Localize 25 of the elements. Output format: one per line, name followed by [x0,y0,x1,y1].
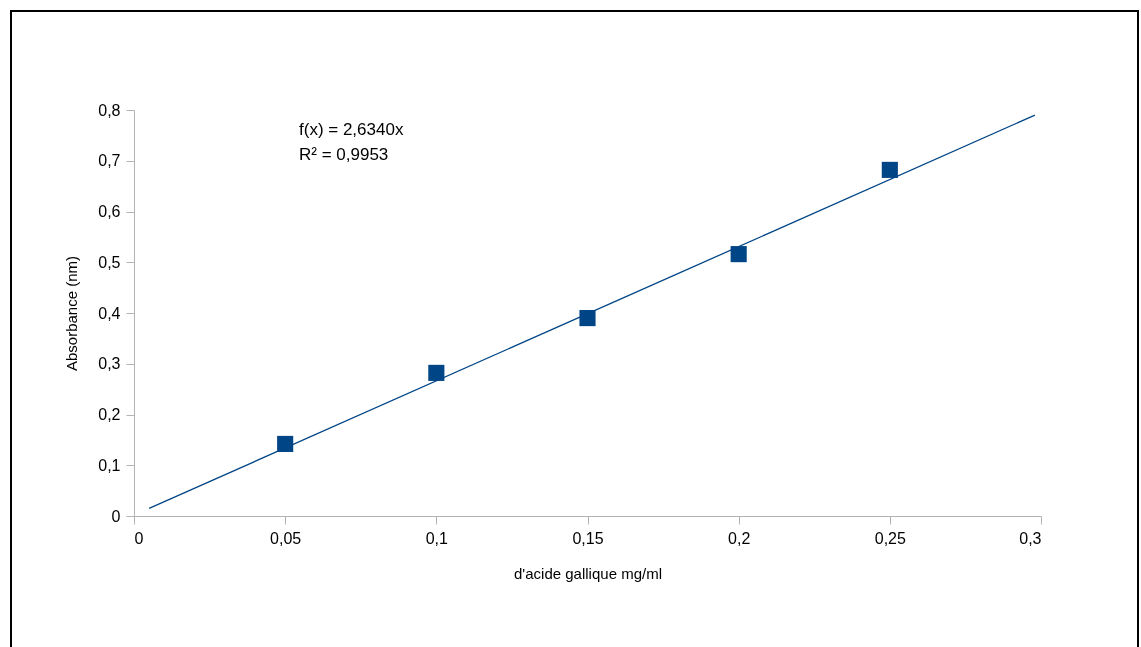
y-axis-title: Absorbance (nm) [63,255,81,372]
y-tick-label: 0,3 [98,355,121,373]
point [881,161,898,178]
y-tick-label: 0,8 [98,101,121,119]
x-tick-label: 0,1 [425,529,449,547]
annotation: f(x) = 2,6340x [299,120,404,139]
y-tick-label: 0 [111,507,121,525]
x-tick-label: 0 [134,529,144,547]
point [730,246,747,263]
y-tick-label: 0,7 [98,152,121,170]
point [277,435,294,452]
annotation: R² = 0,9953 [299,145,389,164]
point [428,364,445,381]
y-tick-label: 0,4 [98,304,121,322]
x-tick-label: 0,2 [728,529,751,547]
x-tick-label: 0,25 [874,529,907,547]
y-tick-label: 0,6 [98,203,121,220]
y-tick-label: 0,2 [98,406,121,423]
y-tick-label: 0,1 [98,456,121,474]
point [579,310,596,327]
x-tick-label: 0,15 [572,529,604,547]
x-tick-label: 0,05 [270,529,302,547]
x-tick-label: 0,3 [1019,529,1042,547]
y-tick-label: 0,5 [98,253,121,271]
x-axis-title: d'acide gallique mg/ml [514,564,662,582]
